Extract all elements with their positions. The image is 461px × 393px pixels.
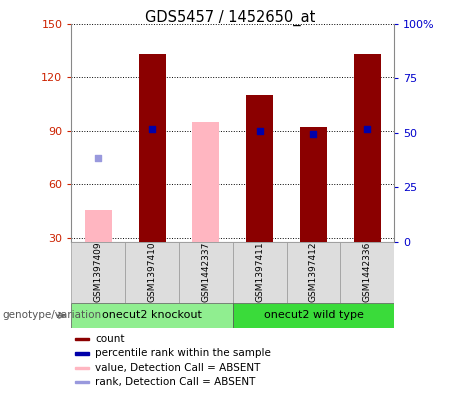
Bar xyxy=(75,338,89,340)
Bar xyxy=(233,242,287,303)
Text: GSM1397412: GSM1397412 xyxy=(309,242,318,302)
Bar xyxy=(71,303,233,328)
Bar xyxy=(246,95,273,242)
Bar xyxy=(71,242,125,303)
Bar xyxy=(193,122,219,242)
Text: GSM1442336: GSM1442336 xyxy=(363,242,372,302)
Bar xyxy=(340,242,394,303)
Point xyxy=(148,126,156,132)
Text: onecut2 wild type: onecut2 wild type xyxy=(264,310,363,320)
Text: value, Detection Call = ABSENT: value, Detection Call = ABSENT xyxy=(95,363,260,373)
Point xyxy=(364,126,371,132)
Bar xyxy=(233,303,394,328)
Bar xyxy=(75,352,89,354)
Bar xyxy=(75,381,89,383)
Bar xyxy=(179,242,233,303)
Text: count: count xyxy=(95,334,124,344)
Bar xyxy=(354,54,381,242)
Text: GSM1442337: GSM1442337 xyxy=(201,242,210,302)
Point xyxy=(95,154,102,161)
Text: genotype/variation: genotype/variation xyxy=(2,310,101,320)
Text: GSM1397409: GSM1397409 xyxy=(94,242,103,303)
Text: GSM1397411: GSM1397411 xyxy=(255,242,264,303)
Bar xyxy=(139,54,165,242)
Bar xyxy=(75,367,89,369)
Text: rank, Detection Call = ABSENT: rank, Detection Call = ABSENT xyxy=(95,377,255,387)
Text: GDS5457 / 1452650_at: GDS5457 / 1452650_at xyxy=(145,10,316,26)
Text: percentile rank within the sample: percentile rank within the sample xyxy=(95,349,271,358)
Point xyxy=(256,128,263,134)
Text: GSM1397410: GSM1397410 xyxy=(148,242,157,303)
Text: onecut2 knockout: onecut2 knockout xyxy=(102,310,202,320)
Bar xyxy=(287,242,340,303)
Point xyxy=(310,131,317,138)
Bar xyxy=(300,127,327,242)
Bar xyxy=(125,242,179,303)
Bar xyxy=(85,209,112,242)
